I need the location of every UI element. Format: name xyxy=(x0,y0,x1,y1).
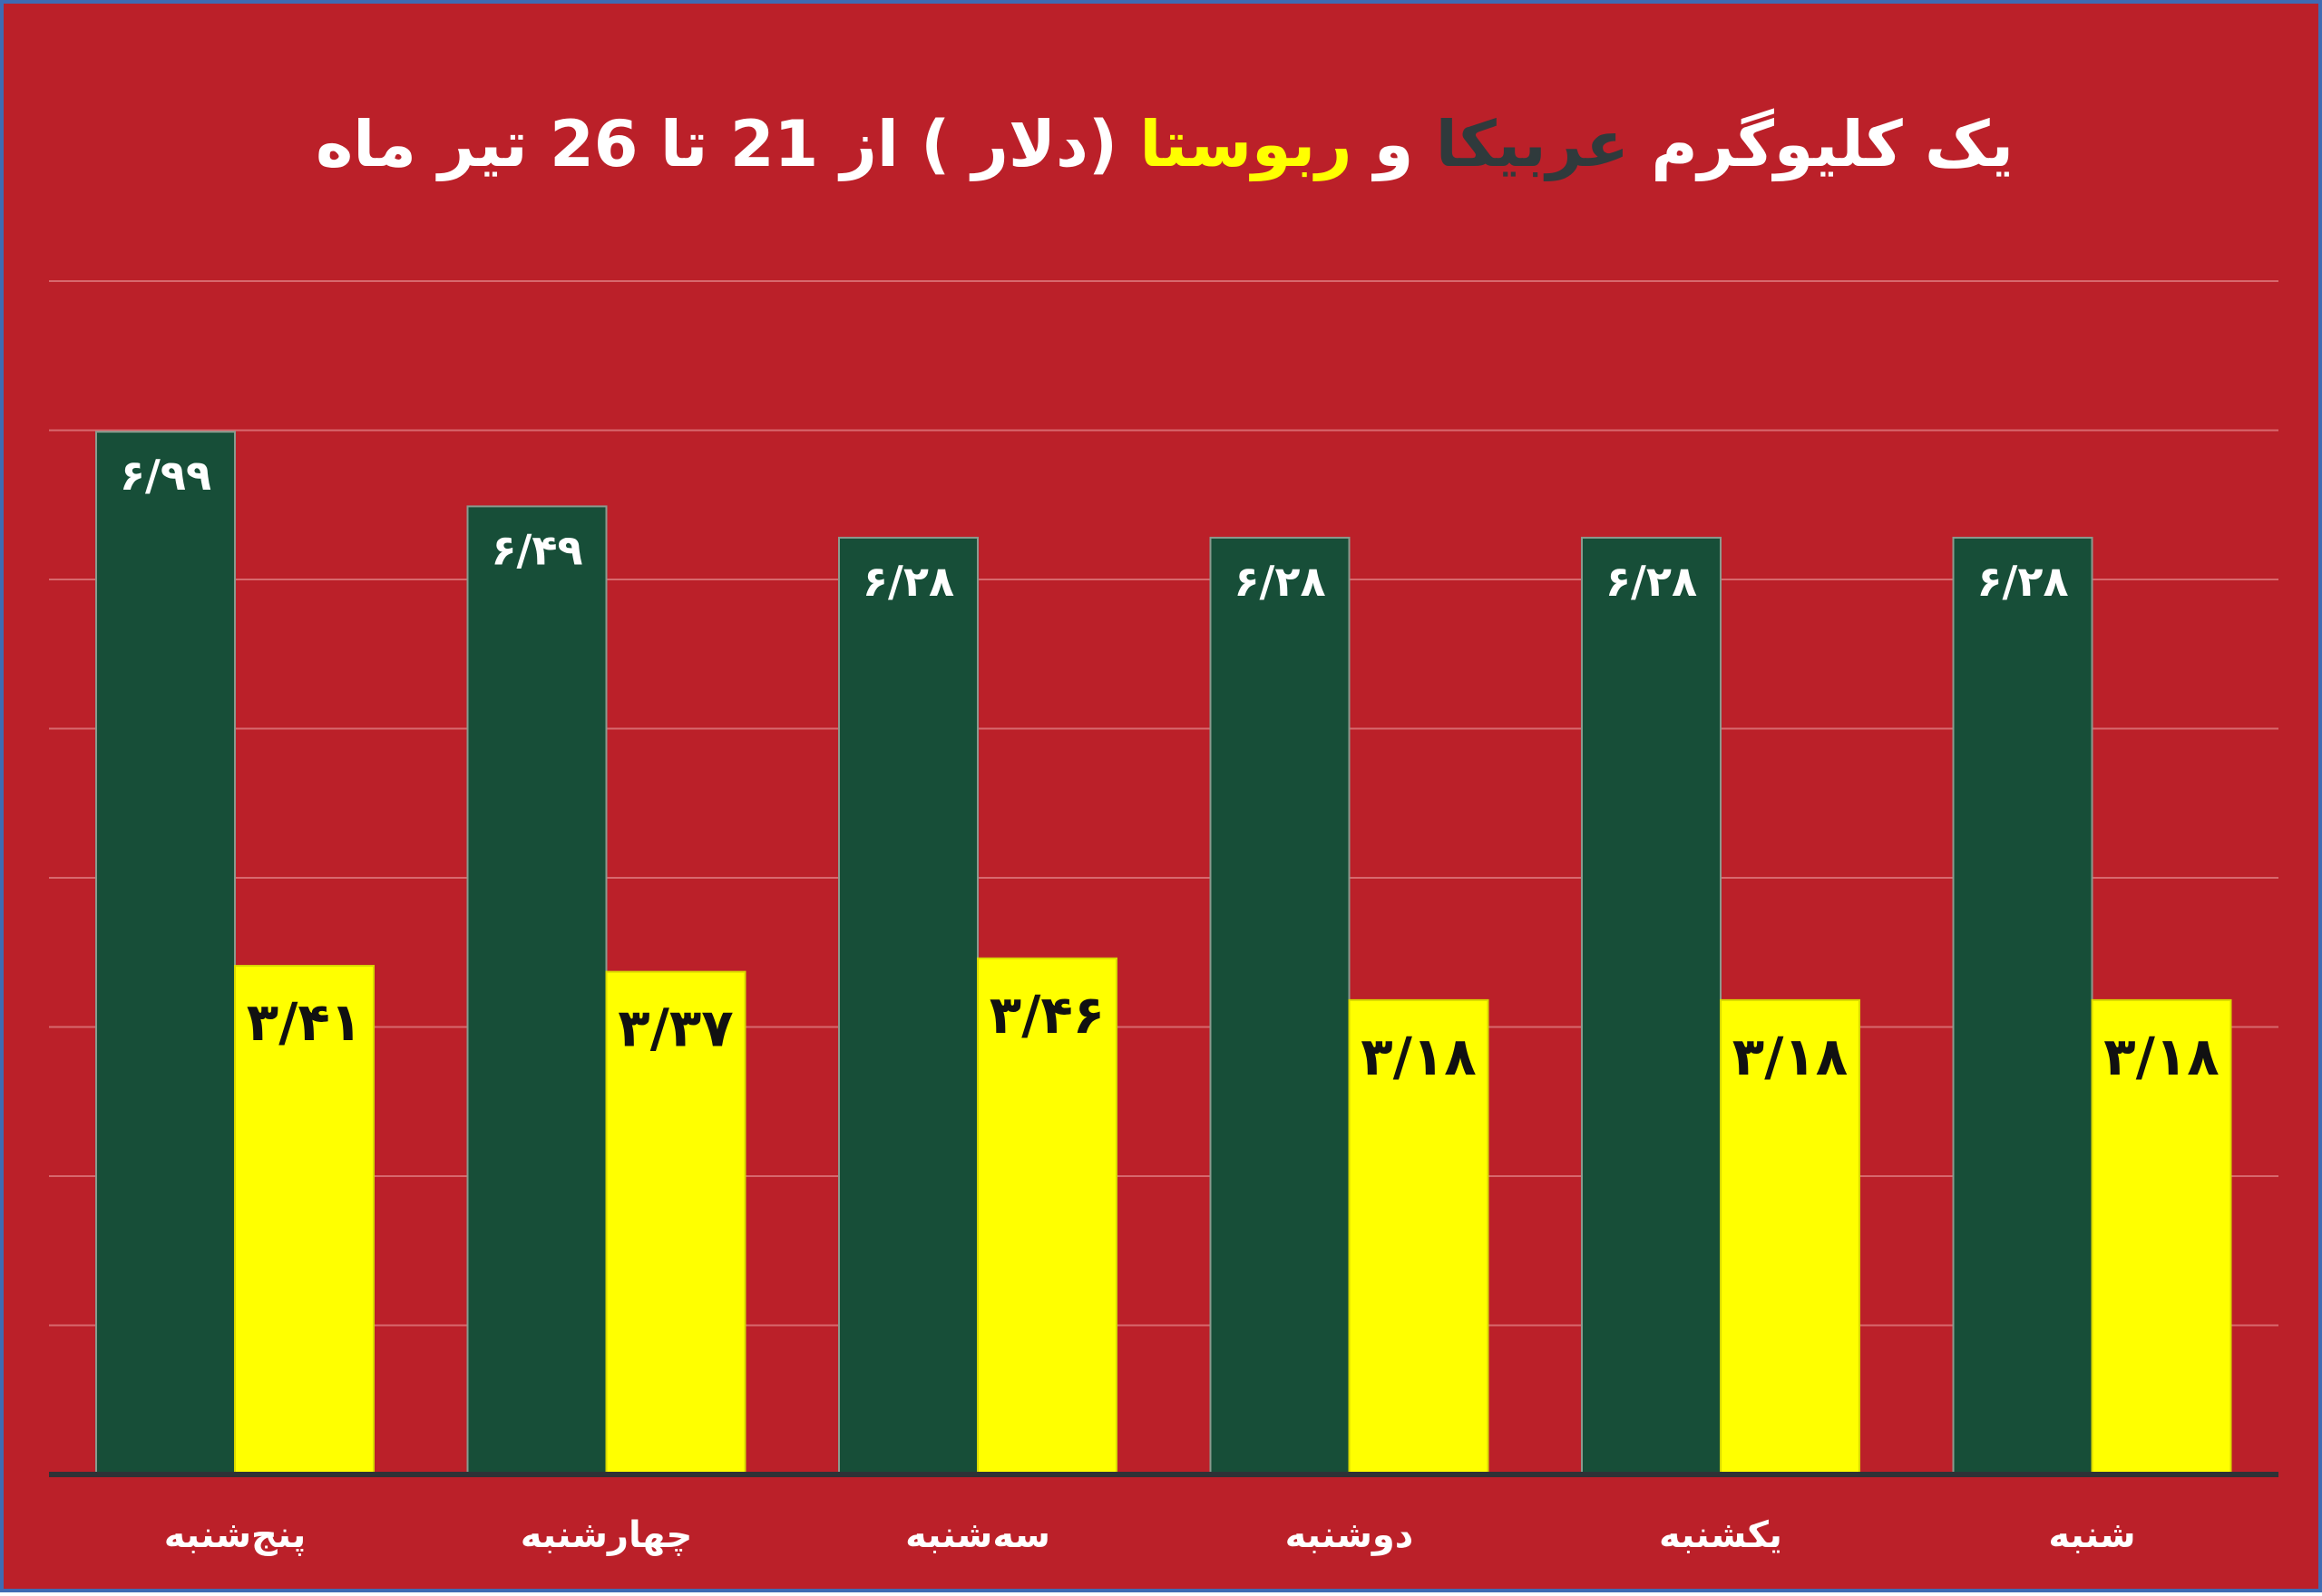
robusta-bar xyxy=(605,970,746,1475)
chart-title: یک کلیوگرم عربیکا و ربوستا (دلار ) از 21… xyxy=(4,94,2322,194)
robusta-data-label: ۳/۳۷ xyxy=(618,998,733,1059)
arabica-bar xyxy=(1581,536,1722,1476)
robusta-data-label: ۳/۴۶ xyxy=(990,984,1105,1046)
arabica-bar xyxy=(466,505,608,1475)
title-robusta: ربوستا xyxy=(1139,107,1352,181)
title-part1: یک کلیوگرم xyxy=(1651,107,2015,181)
title-arabica: عربیکا xyxy=(1435,107,1629,181)
robusta-data-label: ۳/۱۸ xyxy=(1732,1026,1848,1087)
robusta-bar xyxy=(1720,998,1860,1475)
arabica-data-label: ۶/۹۹ xyxy=(120,451,211,500)
x-tick-label: یکشنبه xyxy=(1659,1514,1782,1556)
title-part2: (دلار ) از 21 تا 26 تیر ماه xyxy=(315,107,1117,181)
x-tick-label: سه‌شنبه xyxy=(905,1514,1050,1556)
robusta-bar xyxy=(234,965,375,1476)
title-and: و xyxy=(1373,107,1414,181)
robusta-data-label: ۳/۱۸ xyxy=(2103,1026,2219,1087)
arabica-data-label: ۶/۲۸ xyxy=(1976,557,2068,606)
arabica-data-label: ۶/۴۹ xyxy=(491,525,582,574)
arabica-data-label: ۶/۲۸ xyxy=(1605,557,1697,606)
x-tick-label: پنج‌شنبه xyxy=(164,1514,306,1556)
arabica-bar xyxy=(1209,536,1351,1476)
arabica-data-label: ۶/۲۸ xyxy=(1234,557,1325,606)
arabica-bar xyxy=(95,431,236,1475)
robusta-bar xyxy=(977,957,1117,1475)
arabica-bar xyxy=(1952,536,2093,1476)
bar-chart: ۶/۹۹ ۳/۴۱ پنج‌شنبه ۶/۴۹ ۳/۳۷ چهارشنبه ۶/۲۸ ۳/۴۶… xyxy=(49,280,2278,1556)
x-tick-label: چهارشنبه xyxy=(521,1514,693,1556)
x-tick-label: شنبه xyxy=(2048,1514,2135,1556)
robusta-data-label: ۳/۱۸ xyxy=(1361,1026,1476,1087)
robusta-bar xyxy=(2091,998,2232,1475)
robusta-bar xyxy=(1348,998,1489,1475)
arabica-bar xyxy=(838,536,979,1476)
x-tick-label: دوشنبه xyxy=(1285,1514,1414,1556)
robusta-data-label: ۳/۴۱ xyxy=(247,991,362,1053)
arabica-data-label: ۶/۲۸ xyxy=(863,557,954,606)
